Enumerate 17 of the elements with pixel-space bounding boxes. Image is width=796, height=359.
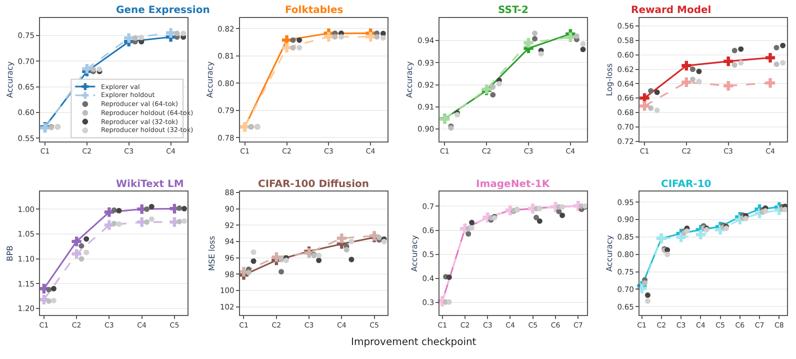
y-axis-title: Accuracy [5,61,14,98]
chart-title: WikiText LM [116,179,184,190]
chart-title: CIFAR-100 Diffusion [258,179,370,190]
chart-title: SST-2 [498,5,528,16]
y-axis-title: BPB [5,245,14,262]
y-axis-title: Accuracy [410,234,419,272]
y-axis-title: Log-loss [604,63,614,96]
y-axis-title: Accuracy [405,61,414,98]
chart-title: CIFAR-10 [661,179,712,190]
y-axis-title: Accuracy [604,234,614,272]
text: Improvement checkpoint [351,337,476,348]
chart-title: Gene Expression [116,5,210,16]
chart-title: Reward Model [631,5,712,16]
y-axis-title: MSE loss [208,236,217,271]
chart-title: ImageNet-1K [476,179,551,190]
y-axis-title: Accuracy [205,61,214,98]
chart-title: Folktables [285,5,344,16]
